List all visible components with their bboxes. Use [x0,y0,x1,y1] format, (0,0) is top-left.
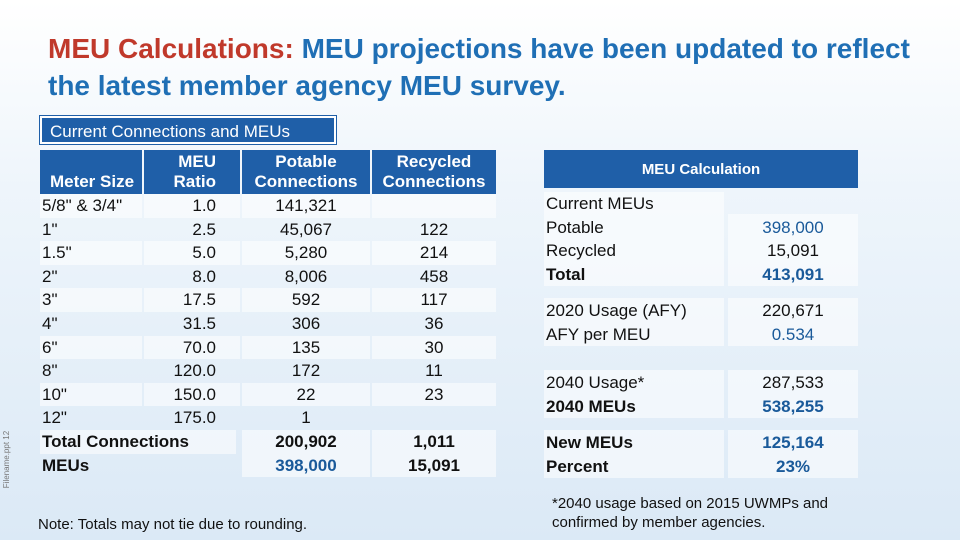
meu-ratio: 175.0 [173,408,216,428]
usage-2020-block: 2020 Usage (AFY) 220,671 AFY per MEU 0.534 [544,298,858,346]
percent-value: 23% [775,456,811,476]
header-potable: Potable Connections [242,150,370,194]
usage-2020-label: 2020 Usage (AFY) [546,301,687,320]
recycled-count: 36 [424,313,444,333]
potable-count: 135 [291,337,321,357]
potable-value: 398,000 [762,217,824,237]
meus-recycled: 15,091 [408,455,460,475]
header-meu-ratio: MEU Ratio [144,150,240,194]
header-recycled: Recycled Connections [372,150,496,194]
meter-size: 10" [42,384,67,404]
recycled-count: 458 [419,266,449,286]
meter-size: 4" [42,313,58,333]
rounding-note: Note: Totals may not tie due to rounding… [38,516,308,533]
meter-size: 5/8" & 3/4" [42,196,123,215]
recycled-count: 214 [419,243,449,263]
potable-count: 1 [301,408,311,428]
recycled-count: 23 [424,384,444,404]
meu-ratio: 150.0 [173,384,216,404]
potable-count: 172 [291,361,321,381]
usage-2020-value: 220,671 [762,301,824,320]
usage-footnote: *2040 usage based on 2015 UWMPs and conf… [552,495,829,531]
potable-count: 45,067 [280,219,332,239]
recycled-value: 15,091 [767,241,819,261]
meu-ratio: 2.5 [192,219,216,239]
meu-calculation-header: MEU Calculation [544,150,858,188]
title-rest: MEU projections have been updated to ref… [48,33,910,101]
total-label: Total [546,264,586,284]
meter-size: 2" [42,266,58,286]
potable-count: 592 [291,290,321,310]
meus-label: MEUs [42,455,90,475]
recycled-count: 30 [424,337,444,357]
afy-per-meu-value: 0.534 [771,324,815,344]
meu-ratio: 5.0 [192,243,216,263]
meu-ratio: 120.0 [173,361,216,381]
usage-2040-label: 2040 Usage* [546,373,645,392]
side-filename: Filename.ppt 12 [2,430,12,489]
page-title: MEU Calculations: MEU projections have b… [48,30,928,104]
total-value: 413,091 [762,264,824,284]
current-meus-block: Current MEUs Potable 398,000 Recycled 15,0… [544,192,858,286]
potable-count: 5,280 [284,243,328,263]
meu-ratio: 8.0 [192,266,216,286]
recycled-count: 117 [420,290,448,310]
potable-label: Potable [546,217,604,237]
percent-label: Percent [546,456,609,476]
meter-size: 6" [42,337,58,357]
meus-2040-value: 538,255 [762,396,824,416]
usage-2040-value: 287,533 [762,373,824,392]
potable-count: 22 [296,384,316,404]
meu-ratio: 17.5 [182,290,216,310]
total-connections-label: Total Connections [40,429,236,454]
new-meus-value: 125,164 [762,433,824,452]
meter-size: 1" [42,219,58,239]
title-lead: MEU Calculations: [48,33,294,64]
header-meter-size: Meter Size [40,150,142,194]
meter-size: 1.5" [42,243,72,263]
recycled-count: 122 [419,219,449,239]
recycled-label: Recycled [546,241,616,261]
meu-ratio: 31.5 [182,313,216,333]
meus-2040-label: 2040 MEUs [546,396,636,416]
meu-ratio: 1.0 [192,196,216,215]
meter-size: 3" [42,290,58,310]
new-meus-label: New MEUs [546,433,633,452]
section-tab: Current Connections and MEUs [40,116,336,144]
meter-size: 12" [42,408,67,428]
usage-2040-block: 2040 Usage* 287,533 2040 MEUs 538,255 [544,370,858,418]
meter-size: 8" [42,361,58,381]
total-potable: 200,902 [275,431,337,451]
meus-potable: 398,000 [275,455,337,475]
new-meus-block: New MEUs 125,164 Percent 23% [544,430,858,478]
potable-count: 8,006 [284,266,328,286]
current-meus-heading: Current MEUs [546,194,654,213]
afy-per-meu-label: AFY per MEU [546,324,651,344]
meu-ratio: 70.0 [182,337,216,357]
potable-count: 306 [291,313,321,333]
recycled-count: 11 [425,361,443,381]
potable-count: 141,321 [275,196,337,215]
total-recycled: 1,011 [413,431,455,451]
